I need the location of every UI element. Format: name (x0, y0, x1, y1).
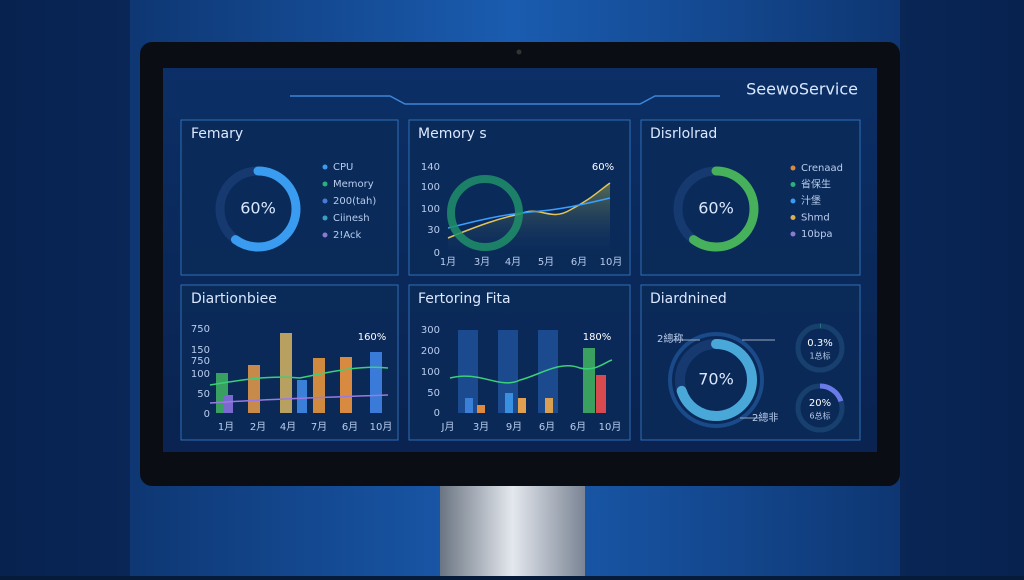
line-chart (447, 197, 611, 229)
ring-arc (795, 383, 845, 433)
legend-label: 200(tah) (333, 196, 376, 207)
y-tick-label: 750 (191, 356, 210, 367)
gauge-label: 70% (698, 370, 734, 389)
legend-label: 2!Ack (333, 230, 362, 241)
y-tick-label: 0 (434, 248, 440, 259)
y-tick-label: 100 (421, 182, 440, 193)
x-tick-label: J月 (441, 421, 455, 433)
legend-label: Shmd (801, 213, 830, 224)
brand: SeewoService (746, 80, 858, 99)
gauge-arc (675, 339, 757, 421)
legend-label: 省保生 (801, 178, 831, 191)
legend-dot (322, 215, 328, 221)
camera (516, 49, 522, 55)
x-tick-label: 6月 (539, 421, 555, 433)
legend-label: Memory (333, 179, 374, 190)
panel-title: Memory s (418, 126, 487, 142)
x-tick-label: 6月 (570, 421, 586, 433)
gauge-label: 60% (698, 199, 734, 218)
y-tick-label: 100 (191, 369, 210, 380)
y-tick-label: 0 (434, 408, 440, 419)
x-tick-label: 10月 (600, 256, 623, 268)
legend-label: 10bpa (801, 229, 833, 240)
bar-chart (449, 330, 613, 413)
badge: 180% (583, 332, 612, 343)
bar-chart (209, 333, 389, 413)
legend-dot (322, 164, 328, 170)
header-frame (290, 95, 720, 105)
line-chart (447, 182, 611, 239)
ring-decor (447, 175, 523, 251)
x-tick-label: 1月 (218, 421, 234, 433)
panel-title: Diartionbiee (191, 291, 277, 307)
gauge-arc (673, 166, 759, 252)
area-chart (448, 183, 610, 250)
monitor-stand (440, 482, 585, 576)
legend-label: Crenaad (801, 163, 843, 174)
y-tick-label: 200 (421, 346, 440, 357)
x-tick-label: 6月 (342, 421, 358, 433)
ring-sub: 6总标 (809, 411, 830, 421)
ring-sub: 1总标 (809, 351, 830, 361)
legend-dot (322, 232, 328, 238)
panel-title: Disrlolrad (650, 126, 717, 142)
x-tick-label: 6月 (571, 256, 587, 268)
legend-label: 汁堡 (801, 194, 821, 207)
x-tick-label: 7月 (311, 421, 327, 433)
badge: 160% (358, 332, 387, 343)
legend-dot (790, 182, 796, 187)
x-tick-label: 2月 (250, 421, 266, 433)
gauge-label: 60% (240, 199, 276, 218)
ring-label: 20% (809, 398, 831, 409)
panel-title: Fertoring Fita (418, 291, 511, 307)
legend-dot (322, 181, 328, 187)
badge: 60% (592, 162, 614, 173)
legend-dot (790, 215, 796, 220)
y-tick-label: 140 (421, 162, 440, 173)
legend-dot (790, 198, 796, 204)
legend-dot (322, 198, 328, 204)
panel (408, 284, 631, 441)
y-tick-label: 300 (421, 325, 440, 336)
y-tick-label: 100 (421, 367, 440, 378)
legend-label: Ciinesh (333, 213, 370, 224)
y-tick-label: 150 (191, 345, 210, 356)
x-tick-label: 10月 (599, 421, 622, 433)
legend-dot (790, 231, 796, 237)
callout-line (672, 339, 775, 419)
ring-arc (795, 323, 845, 373)
x-tick-label: 9月 (506, 421, 522, 433)
gauge-arc (215, 166, 301, 252)
x-tick-label: 3月 (474, 256, 490, 268)
panel-title: Femary (191, 126, 243, 142)
x-tick-label: 3月 (473, 421, 489, 433)
x-tick-label: 1月 (440, 256, 456, 268)
ring-label: 0.3% (807, 338, 832, 349)
panel-title: Diardnined (650, 291, 727, 307)
server-rack (0, 0, 130, 576)
y-tick-label: 0 (204, 409, 210, 420)
server-rack (900, 0, 1024, 576)
x-tick-label: 10月 (370, 421, 393, 433)
y-tick-label: 750 (191, 324, 210, 335)
callout: 2總称 (657, 332, 683, 345)
y-tick-label: 100 (421, 204, 440, 215)
x-tick-label: 5月 (538, 256, 554, 268)
legend-dot (790, 165, 796, 171)
y-tick-label: 30 (427, 225, 440, 236)
y-tick-label: 50 (197, 389, 210, 400)
y-tick-label: 50 (427, 388, 440, 399)
x-tick-label: 4月 (505, 256, 521, 268)
ring-decor (668, 332, 764, 428)
callout: 2總非 (752, 411, 778, 424)
legend-label: CPU (333, 162, 353, 173)
x-tick-label: 4月 (280, 421, 296, 433)
